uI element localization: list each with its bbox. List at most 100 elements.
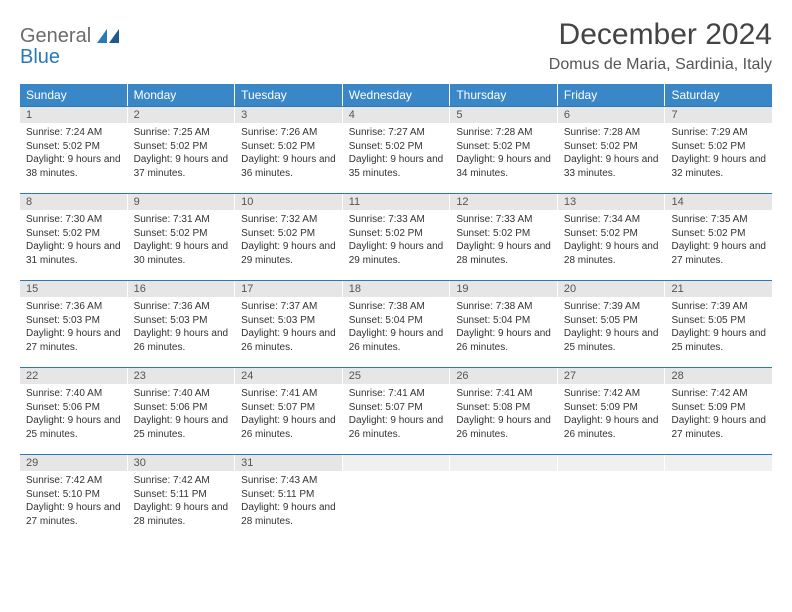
- sunrise-line: Sunrise: 7:33 AM: [456, 213, 551, 227]
- sunset-line: Sunset: 5:05 PM: [671, 314, 766, 328]
- sunset-line: Sunset: 5:09 PM: [671, 401, 766, 415]
- sunset-line: Sunset: 5:02 PM: [26, 140, 121, 154]
- day-cell: 21Sunrise: 7:39 AMSunset: 5:05 PMDayligh…: [665, 281, 772, 367]
- sunrise-line: Sunrise: 7:32 AM: [241, 213, 336, 227]
- sunrise-line: Sunrise: 7:36 AM: [26, 300, 121, 314]
- weekday-label: Saturday: [665, 84, 772, 106]
- sunrise-line: Sunrise: 7:29 AM: [671, 126, 766, 140]
- day-body: Sunrise: 7:29 AMSunset: 5:02 PMDaylight:…: [665, 123, 772, 186]
- sunset-line: Sunset: 5:02 PM: [456, 227, 551, 241]
- daylight-line: Daylight: 9 hours and 30 minutes.: [134, 240, 229, 267]
- sunset-line: Sunset: 5:05 PM: [564, 314, 659, 328]
- day-number: 1: [20, 107, 127, 123]
- day-cell: 26Sunrise: 7:41 AMSunset: 5:08 PMDayligh…: [450, 368, 558, 454]
- day-number: 7: [665, 107, 772, 123]
- sunset-line: Sunset: 5:10 PM: [26, 488, 121, 502]
- sunrise-line: Sunrise: 7:42 AM: [671, 387, 766, 401]
- sunset-line: Sunset: 5:09 PM: [564, 401, 659, 415]
- sunset-line: Sunset: 5:06 PM: [134, 401, 229, 415]
- day-number: 11: [343, 194, 450, 210]
- week-row: 1Sunrise: 7:24 AMSunset: 5:02 PMDaylight…: [20, 106, 772, 193]
- daylight-line: Daylight: 9 hours and 26 minutes.: [456, 414, 551, 441]
- daylight-line: Daylight: 9 hours and 27 minutes.: [671, 240, 766, 267]
- day-body: Sunrise: 7:30 AMSunset: 5:02 PMDaylight:…: [20, 210, 127, 273]
- day-number: 19: [450, 281, 557, 297]
- header: General Blue December 2024 Domus de Mari…: [20, 18, 772, 74]
- daylight-line: Daylight: 9 hours and 36 minutes.: [241, 153, 336, 180]
- day-body: Sunrise: 7:33 AMSunset: 5:02 PMDaylight:…: [343, 210, 450, 273]
- daylight-line: Daylight: 9 hours and 27 minutes.: [26, 501, 121, 528]
- day-body: [343, 471, 450, 480]
- sunset-line: Sunset: 5:02 PM: [241, 140, 336, 154]
- day-cell: 20Sunrise: 7:39 AMSunset: 5:05 PMDayligh…: [558, 281, 666, 367]
- day-number: [665, 455, 772, 471]
- weekday-label: Friday: [558, 84, 666, 106]
- sunset-line: Sunset: 5:03 PM: [241, 314, 336, 328]
- week-row: 8Sunrise: 7:30 AMSunset: 5:02 PMDaylight…: [20, 193, 772, 280]
- sunset-line: Sunset: 5:02 PM: [349, 140, 444, 154]
- sunrise-line: Sunrise: 7:28 AM: [564, 126, 659, 140]
- day-number: 25: [343, 368, 450, 384]
- daylight-line: Daylight: 9 hours and 31 minutes.: [26, 240, 121, 267]
- day-number: [343, 455, 450, 471]
- sunrise-line: Sunrise: 7:39 AM: [564, 300, 659, 314]
- sunset-line: Sunset: 5:03 PM: [26, 314, 121, 328]
- day-number: 31: [235, 455, 342, 471]
- day-number: 6: [558, 107, 665, 123]
- day-body: Sunrise: 7:35 AMSunset: 5:02 PMDaylight:…: [665, 210, 772, 273]
- day-body: Sunrise: 7:39 AMSunset: 5:05 PMDaylight:…: [665, 297, 772, 360]
- day-number: 30: [128, 455, 235, 471]
- weeks-container: 1Sunrise: 7:24 AMSunset: 5:02 PMDaylight…: [20, 106, 772, 541]
- daylight-line: Daylight: 9 hours and 35 minutes.: [349, 153, 444, 180]
- day-number: 15: [20, 281, 127, 297]
- day-number: 27: [558, 368, 665, 384]
- day-number: [450, 455, 557, 471]
- sunrise-line: Sunrise: 7:25 AM: [134, 126, 229, 140]
- sunrise-line: Sunrise: 7:43 AM: [241, 474, 336, 488]
- sunset-line: Sunset: 5:04 PM: [349, 314, 444, 328]
- day-cell: 14Sunrise: 7:35 AMSunset: 5:02 PMDayligh…: [665, 194, 772, 280]
- sunrise-line: Sunrise: 7:35 AM: [671, 213, 766, 227]
- sunrise-line: Sunrise: 7:34 AM: [564, 213, 659, 227]
- daylight-line: Daylight: 9 hours and 34 minutes.: [456, 153, 551, 180]
- sunset-line: Sunset: 5:04 PM: [456, 314, 551, 328]
- day-body: Sunrise: 7:41 AMSunset: 5:08 PMDaylight:…: [450, 384, 557, 447]
- day-cell: 1Sunrise: 7:24 AMSunset: 5:02 PMDaylight…: [20, 107, 128, 193]
- day-cell: 30Sunrise: 7:42 AMSunset: 5:11 PMDayligh…: [128, 455, 236, 541]
- day-cell: 7Sunrise: 7:29 AMSunset: 5:02 PMDaylight…: [665, 107, 772, 193]
- sunrise-line: Sunrise: 7:30 AM: [26, 213, 121, 227]
- sunrise-line: Sunrise: 7:41 AM: [241, 387, 336, 401]
- week-row: 29Sunrise: 7:42 AMSunset: 5:10 PMDayligh…: [20, 454, 772, 541]
- day-number: 23: [128, 368, 235, 384]
- day-number: 10: [235, 194, 342, 210]
- day-cell: 8Sunrise: 7:30 AMSunset: 5:02 PMDaylight…: [20, 194, 128, 280]
- sunrise-line: Sunrise: 7:40 AM: [134, 387, 229, 401]
- location: Domus de Maria, Sardinia, Italy: [549, 56, 772, 74]
- day-number: 3: [235, 107, 342, 123]
- sunrise-line: Sunrise: 7:24 AM: [26, 126, 121, 140]
- sunset-line: Sunset: 5:02 PM: [456, 140, 551, 154]
- sunrise-line: Sunrise: 7:33 AM: [349, 213, 444, 227]
- sunset-line: Sunset: 5:02 PM: [671, 227, 766, 241]
- daylight-line: Daylight: 9 hours and 37 minutes.: [134, 153, 229, 180]
- day-body: Sunrise: 7:42 AMSunset: 5:10 PMDaylight:…: [20, 471, 127, 534]
- day-cell: 3Sunrise: 7:26 AMSunset: 5:02 PMDaylight…: [235, 107, 343, 193]
- daylight-line: Daylight: 9 hours and 25 minutes.: [671, 327, 766, 354]
- sunrise-line: Sunrise: 7:42 AM: [564, 387, 659, 401]
- day-body: Sunrise: 7:36 AMSunset: 5:03 PMDaylight:…: [20, 297, 127, 360]
- day-cell: 31Sunrise: 7:43 AMSunset: 5:11 PMDayligh…: [235, 455, 343, 541]
- day-number: 9: [128, 194, 235, 210]
- day-cell: 28Sunrise: 7:42 AMSunset: 5:09 PMDayligh…: [665, 368, 772, 454]
- day-body: Sunrise: 7:25 AMSunset: 5:02 PMDaylight:…: [128, 123, 235, 186]
- day-cell: [558, 455, 666, 541]
- logo-line2: Blue: [20, 46, 60, 68]
- daylight-line: Daylight: 9 hours and 29 minutes.: [241, 240, 336, 267]
- day-cell: 9Sunrise: 7:31 AMSunset: 5:02 PMDaylight…: [128, 194, 236, 280]
- day-number: 16: [128, 281, 235, 297]
- daylight-line: Daylight: 9 hours and 25 minutes.: [26, 414, 121, 441]
- day-number: 5: [450, 107, 557, 123]
- day-number: 22: [20, 368, 127, 384]
- daylight-line: Daylight: 9 hours and 26 minutes.: [241, 414, 336, 441]
- week-row: 15Sunrise: 7:36 AMSunset: 5:03 PMDayligh…: [20, 280, 772, 367]
- day-cell: [450, 455, 558, 541]
